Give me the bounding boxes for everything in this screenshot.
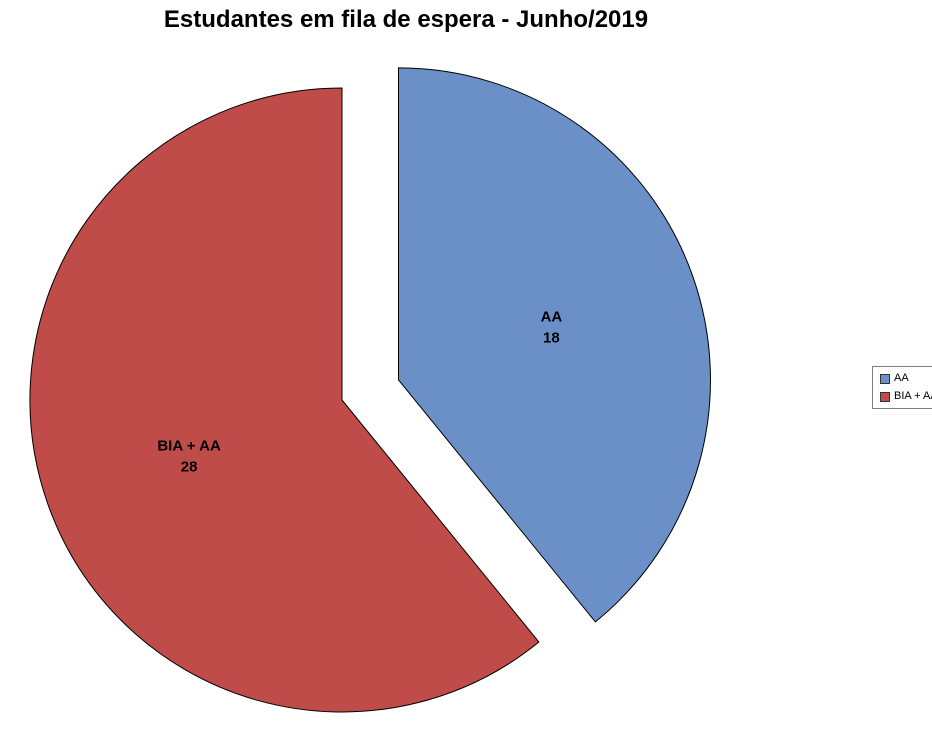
legend: AA BIA + AA <box>872 366 932 409</box>
legend-label: BIA + AA <box>894 390 932 402</box>
slice-data-label: AA 18 <box>541 309 563 347</box>
pie-slice-bia-aa <box>29 87 540 713</box>
pie-slice-aa <box>398 67 711 623</box>
legend-swatch-icon <box>880 373 890 384</box>
legend-label: AA <box>894 372 909 384</box>
legend-item: AA <box>880 373 932 384</box>
legend-item: BIA + AA <box>880 391 932 402</box>
slice-data-label: BIA + AA 28 <box>157 437 221 475</box>
chart-title: Estudantes em fila de espera - Junho/201… <box>163 6 649 33</box>
legend-swatch-icon <box>880 391 890 402</box>
